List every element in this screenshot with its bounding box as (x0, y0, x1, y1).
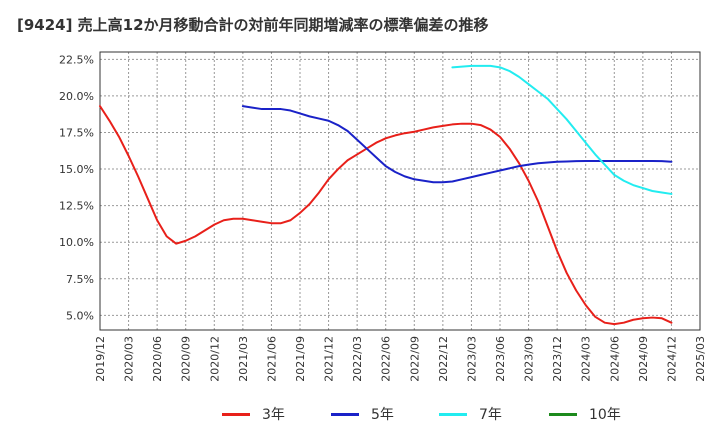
x-tick-label: 2023/12 (551, 336, 564, 382)
y-tick-label: 5.0% (66, 309, 94, 322)
y-tick-label: 22.5% (59, 53, 94, 66)
y-axis-tick-labels: 5.0% 7.5% 10.0% 12.5% 15.0% 17.5% 20.0% 22.5% (59, 53, 94, 322)
y-tick-label: 10.0% (59, 236, 94, 249)
x-tick-label: 2024/06 (608, 336, 621, 382)
x-tick-label: 2023/09 (523, 336, 536, 382)
chart-title: [9424] 売上高12か月移動合計の対前年同期増減率の標準偏差の推移 (17, 16, 489, 34)
x-tick-label: 2020/06 (151, 336, 164, 382)
x-tick-label: 2024/03 (580, 336, 593, 382)
y-tick-label: 17.5% (59, 126, 94, 139)
x-tick-label: 2025/03 (694, 336, 707, 382)
x-tick-label: 2024/09 (637, 336, 650, 382)
y-tick-label: 20.0% (59, 90, 94, 103)
series-line-2 (451, 64, 673, 195)
series-lines (99, 64, 673, 326)
x-tick-label: 2022/09 (408, 336, 421, 382)
x-tick-label: 2022/03 (351, 336, 364, 382)
series-line-1 (241, 105, 673, 184)
y-tick-label: 15.0% (59, 163, 94, 176)
x-tick-label: 2021/06 (265, 336, 278, 382)
legend-swatch (222, 412, 250, 416)
x-tick-label: 2019/12 (94, 336, 107, 382)
grid (99, 52, 701, 330)
x-tick-label: 2021/09 (294, 336, 307, 382)
x-tick-label: 2020/03 (123, 336, 136, 382)
legend-item: 3年 (222, 404, 285, 424)
plot-area-frame (99, 51, 701, 331)
y-tick-label: 7.5% (66, 273, 94, 286)
legend-item: 10年 (549, 404, 621, 424)
x-tick-label: 2020/09 (180, 336, 193, 382)
legend-label: 7年 (479, 407, 502, 423)
x-tick-label: 2020/12 (208, 336, 221, 382)
x-tick-label: 2022/06 (380, 336, 393, 382)
x-tick-label: 2023/03 (465, 336, 478, 382)
legend-swatch (331, 412, 359, 416)
x-tick-label: 2021/12 (323, 336, 336, 382)
legend-label: 5年 (371, 407, 394, 423)
legend-item: 7年 (439, 404, 502, 424)
legend-swatch (439, 412, 467, 416)
x-tick-label: 2022/12 (437, 336, 450, 382)
x-tick-label: 2023/06 (494, 336, 507, 382)
legend-label: 3年 (262, 407, 285, 423)
x-tick-label: 2021/03 (237, 336, 250, 382)
legend-item: 5年 (331, 404, 394, 424)
series-line-0 (99, 105, 673, 326)
x-axis-tick-labels: 2019/12 2020/03 2020/06 2020/09 2020/12 2021/… (94, 336, 707, 382)
y-tick-label: 12.5% (59, 200, 94, 213)
legend-label: 10年 (589, 407, 621, 423)
x-tick-label: 2024/12 (665, 336, 678, 382)
legend-swatch (549, 412, 577, 416)
legend: 3年 5年 7年 10年 (0, 404, 720, 426)
